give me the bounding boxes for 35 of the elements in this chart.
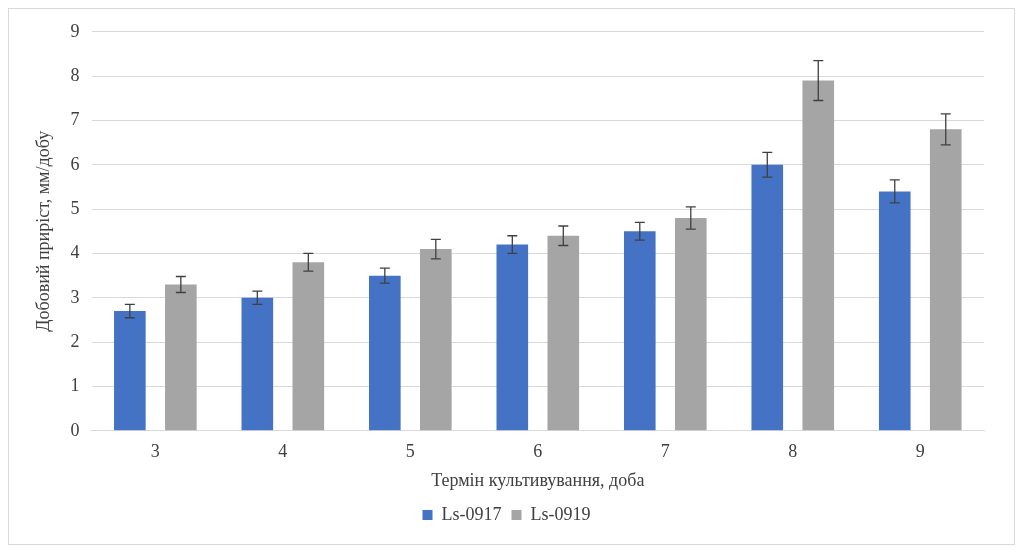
y-tick-label: 4 <box>70 242 80 263</box>
bar <box>751 164 784 431</box>
y-tick-label: 3 <box>70 286 80 307</box>
x-tick-label: 7 <box>660 441 670 462</box>
x-tick-label: 6 <box>533 441 543 462</box>
bar <box>369 275 401 431</box>
x-tick-label: 9 <box>915 441 925 462</box>
y-tick-label: 0 <box>70 419 80 440</box>
y-tick-label: 7 <box>70 109 80 130</box>
y-tick-label: 1 <box>70 375 80 396</box>
bar <box>292 262 325 431</box>
bar <box>241 297 274 431</box>
x-tick-label: 4 <box>278 441 288 462</box>
y-tick-label: 9 <box>70 20 80 41</box>
bar <box>165 284 197 431</box>
x-axis-title: Термін культивування, доба <box>431 469 645 490</box>
bar <box>114 311 146 431</box>
legend-label: Ls-0917 <box>441 503 502 524</box>
bar <box>623 231 656 431</box>
x-tick-label: 3 <box>150 441 160 462</box>
x-tick-label: 5 <box>405 441 415 462</box>
y-tick-label: 2 <box>70 330 80 351</box>
bar <box>674 218 707 431</box>
bar <box>802 80 835 431</box>
y-axis-title: Добовий приріст, мм/добу <box>32 130 53 332</box>
x-tick-label: 8 <box>788 441 798 462</box>
y-tick-label: 5 <box>70 197 80 218</box>
bar <box>420 249 452 431</box>
bar <box>496 244 529 431</box>
y-tick-label: 6 <box>70 153 80 174</box>
bar <box>547 235 580 431</box>
bar <box>878 191 911 431</box>
y-tick-label: 8 <box>70 64 80 85</box>
bar <box>929 129 962 431</box>
legend-label: Ls-0919 <box>530 503 591 524</box>
